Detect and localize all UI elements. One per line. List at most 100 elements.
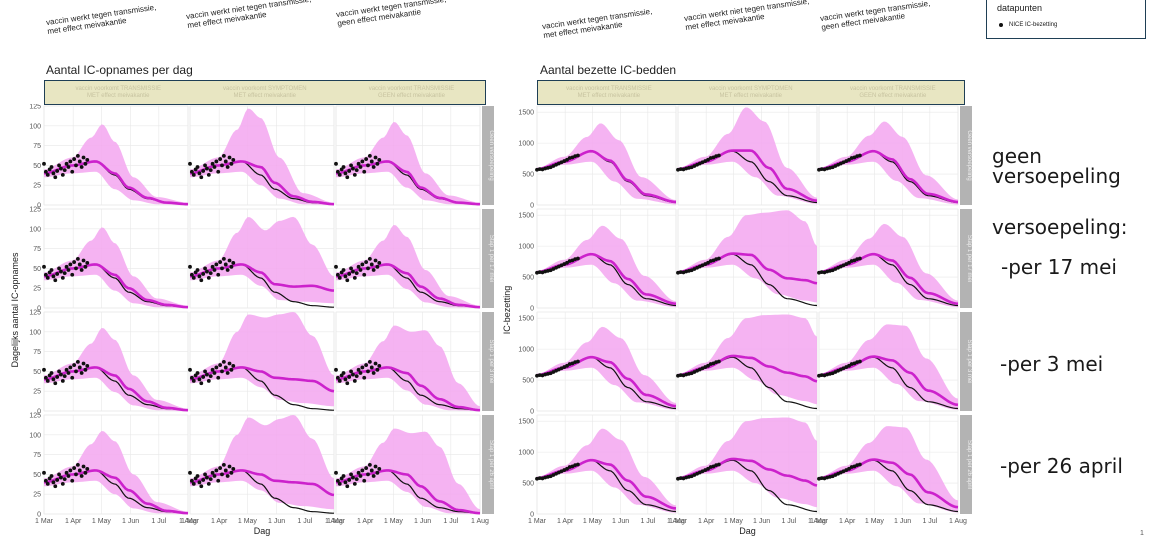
data-point — [367, 256, 372, 261]
data-point — [349, 163, 353, 168]
data-point — [218, 157, 223, 161]
row-strip-label: Stap 1 per 17 mei — [488, 235, 494, 282]
y-tick-label: 1000 — [518, 244, 534, 251]
data-point — [210, 161, 215, 166]
data-point — [218, 466, 223, 470]
data-point — [347, 272, 352, 276]
data-point — [60, 482, 65, 486]
data-point — [373, 258, 378, 263]
data-point — [345, 484, 350, 489]
y-tick-label: 75 — [33, 452, 41, 459]
data-point — [716, 359, 721, 364]
x-tick-label: 1 May — [92, 518, 112, 525]
column-strip-bar-right: vaccin voorkomt TRANSMISSIE MET effect m… — [537, 80, 965, 105]
data-point — [206, 276, 211, 280]
data-point — [356, 470, 361, 475]
row-strip — [960, 415, 972, 514]
uncertainty-band — [190, 108, 334, 205]
facet-panel — [334, 311, 481, 412]
data-point — [345, 175, 350, 180]
data-point — [575, 359, 580, 364]
row-strip-label: Stap 1 per 17 mei — [966, 235, 972, 282]
row-strip — [482, 312, 494, 411]
data-point — [223, 365, 228, 370]
data-point — [212, 165, 217, 169]
data-point — [360, 262, 365, 267]
y-tick-label: 500 — [522, 275, 534, 282]
uncertainty-band — [336, 325, 480, 411]
y-tick-label: 0 — [530, 512, 534, 519]
data-point — [362, 478, 367, 483]
uncertainty-band — [190, 312, 334, 407]
data-point — [335, 272, 340, 277]
x-axis-label: Dag — [739, 526, 756, 536]
data-point — [352, 276, 357, 280]
data-point — [64, 161, 69, 166]
facet-panel — [188, 311, 335, 412]
facet-panel — [676, 105, 818, 206]
data-point — [83, 367, 88, 372]
y-tick-label: 0 — [530, 203, 534, 210]
uncertainty-band — [44, 328, 188, 411]
column-strip-left-3: vaccin voorkomt TRANSMISSIE GEEN effect … — [368, 85, 455, 99]
data-point — [212, 371, 217, 375]
data-point — [59, 166, 63, 171]
data-point — [352, 379, 357, 383]
data-point — [203, 369, 207, 374]
y-tick-label: 100 — [29, 329, 41, 336]
data-point — [197, 480, 202, 485]
data-point — [351, 372, 355, 377]
data-point — [189, 272, 194, 277]
facet-panel — [535, 208, 677, 309]
data-point — [59, 372, 63, 377]
y-tick-label: 125 — [29, 413, 41, 420]
x-tick-label: 1 Mar — [528, 518, 547, 525]
data-point — [214, 365, 219, 370]
x-tick-label: 1 Apr — [557, 518, 574, 525]
column-strip-bar-left: vaccin voorkomt TRANSMISSIE MET effect m… — [44, 80, 486, 105]
column-annotation-left-2: vaccin werkt niet tegen transmissie, met… — [185, 0, 312, 30]
data-point — [575, 153, 580, 158]
facet-panel — [817, 105, 959, 206]
data-point — [231, 260, 236, 265]
data-point — [216, 375, 221, 380]
data-point — [345, 278, 350, 283]
x-tick-label: 1 Mar — [327, 518, 346, 525]
x-tick-label: 1 Apr — [839, 518, 856, 525]
data-point — [706, 260, 710, 265]
data-point — [45, 276, 50, 280]
data-point — [205, 475, 209, 480]
column-annotation-right-2: vaccin werkt niet tegen transmissie, met… — [683, 0, 810, 32]
y-tick-label: 1000 — [518, 347, 534, 354]
data-point — [366, 266, 370, 271]
uncertainty-band — [44, 431, 188, 514]
data-point — [195, 371, 200, 375]
y-tick-label: 25 — [33, 286, 41, 293]
data-point — [197, 377, 202, 382]
uncertainty-band — [190, 216, 334, 304]
data-point — [337, 482, 342, 486]
data-point — [334, 264, 338, 269]
data-point — [75, 359, 80, 364]
data-point — [77, 365, 82, 370]
annotation-geen-versoepeling: geen versoepeling — [992, 144, 1121, 188]
y-tick-label: 75 — [33, 246, 41, 253]
x-tick-label: 1 Jul — [151, 518, 166, 525]
row-strip — [482, 106, 494, 205]
data-point — [231, 363, 236, 368]
column-strip-right-3: vaccin voorkomt TRANSMISSIE GEEN effect … — [850, 85, 936, 99]
y-tick-label: 0 — [37, 512, 41, 519]
data-point — [225, 165, 230, 169]
data-point — [49, 268, 54, 272]
data-point — [85, 260, 90, 265]
data-point — [218, 260, 223, 264]
data-point — [206, 379, 211, 383]
x-tick-label: 1 Mar — [181, 518, 200, 525]
data-point — [83, 161, 88, 166]
x-tick-label: 1 Jun — [753, 518, 770, 525]
data-point — [352, 173, 357, 177]
data-point — [79, 165, 84, 169]
facet-panel — [188, 208, 335, 309]
data-point — [45, 379, 50, 383]
data-point — [81, 258, 86, 263]
